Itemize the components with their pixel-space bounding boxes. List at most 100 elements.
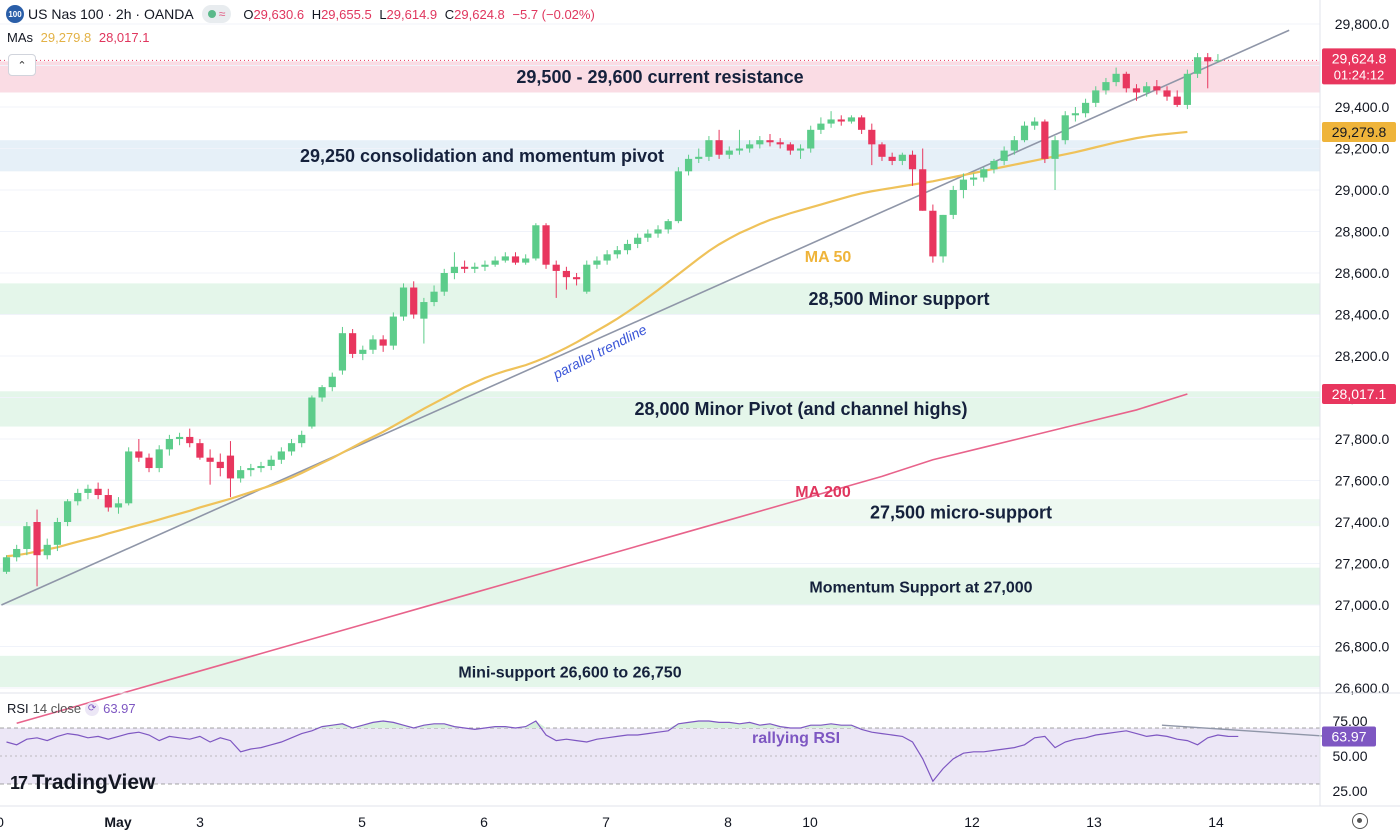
countdown-label: 01:24:12	[1334, 67, 1385, 82]
ma-legend[interactable]: MAs 29,279.8 28,017.1	[7, 30, 149, 45]
candle-body	[369, 339, 377, 350]
price-badge	[1322, 48, 1396, 85]
candle-body	[725, 150, 733, 155]
time-tick-label: 3	[196, 814, 204, 830]
time-tick-label: 12	[964, 814, 980, 830]
price-tick-label: 28,200.0	[1335, 348, 1390, 364]
candle	[552, 260, 560, 298]
candle-body	[1173, 96, 1181, 105]
price-tick-label: 27,400.0	[1335, 514, 1390, 530]
candle	[226, 441, 235, 498]
candle-body	[84, 488, 92, 493]
candle-body	[165, 439, 173, 450]
candle	[491, 256, 499, 267]
candle-body	[1143, 86, 1151, 93]
candle	[919, 148, 927, 211]
candle	[868, 123, 876, 166]
rsi-value-badge	[1322, 726, 1376, 747]
candle	[359, 345, 367, 361]
open-value: 29,630.6	[253, 6, 305, 22]
time-tick-label: May	[104, 814, 131, 830]
candle-body	[145, 457, 153, 469]
symbol-title[interactable]: US Nas 100 · 2h · OANDA	[28, 6, 194, 22]
candle-body	[807, 129, 815, 149]
market-status-pill[interactable]: ≈	[201, 5, 232, 23]
candle-body	[970, 177, 978, 180]
candle	[1163, 86, 1171, 101]
candle	[369, 335, 377, 354]
candle-body	[338, 333, 347, 371]
candle-body	[837, 119, 845, 122]
candle-body	[23, 526, 31, 549]
candle-body	[287, 443, 296, 452]
candle	[1041, 119, 1049, 164]
candle	[338, 326, 347, 375]
candle	[1214, 54, 1222, 63]
candle-body	[2, 557, 11, 572]
price-tick-label: 27,000.0	[1335, 597, 1390, 613]
zone-label: 28,500 Minor support	[808, 289, 989, 309]
zone-label: Mini-support 26,600 to 26,750	[458, 664, 681, 681]
candle-body	[522, 258, 530, 263]
candle-body	[654, 229, 662, 234]
candle-body	[613, 250, 621, 255]
candle-body	[53, 522, 61, 545]
ma50-annotation: MA 50	[805, 249, 852, 266]
candle-body	[1183, 73, 1191, 105]
candle-body	[786, 144, 794, 151]
candle	[756, 136, 764, 149]
rsi-legend[interactable]: RSI 14 close ⟳ 63.97	[7, 701, 136, 716]
candle	[1193, 53, 1202, 78]
rsi-title: RSI	[7, 701, 29, 716]
candle-body	[929, 210, 937, 257]
tradingview-logo: 17 TradingView	[10, 771, 156, 794]
candle	[1071, 107, 1079, 122]
candle-body	[532, 225, 540, 259]
candle-body	[858, 117, 866, 130]
candle-body	[1102, 82, 1110, 91]
candle-body	[206, 457, 214, 462]
candle	[430, 285, 438, 307]
candle-body	[186, 436, 194, 444]
candle-body	[491, 260, 499, 265]
candle	[766, 133, 774, 147]
symbol-logo-icon[interactable]: 100	[6, 5, 24, 23]
candle	[237, 465, 245, 483]
time-tick-label: 5	[358, 814, 366, 830]
candle	[1102, 77, 1110, 95]
candle-body	[796, 148, 805, 151]
candle-body	[593, 260, 601, 265]
candle	[623, 239, 632, 255]
candle-body	[257, 465, 265, 469]
candle-body	[756, 140, 764, 145]
candle	[196, 439, 204, 460]
time-tick-label: 8	[724, 814, 732, 830]
price-badge	[1322, 121, 1396, 142]
candle	[654, 225, 662, 238]
candle	[63, 499, 72, 527]
candle	[501, 252, 509, 263]
candle	[634, 233, 642, 249]
candle-body	[1031, 121, 1039, 126]
trendline	[1, 29, 1290, 606]
candle-body	[135, 451, 143, 458]
candle-body	[318, 387, 326, 398]
collapse-legend-button[interactable]: ⌃	[8, 54, 36, 76]
candle	[287, 439, 296, 456]
rsi-line	[6, 720, 1239, 783]
candle-body	[1041, 121, 1049, 159]
candle-body	[898, 154, 906, 161]
candle	[1061, 111, 1069, 145]
market-open-icon	[207, 10, 216, 18]
settings-icon[interactable]	[1352, 813, 1368, 829]
candle-body	[1132, 88, 1141, 93]
time-tick-label: 14	[1208, 814, 1224, 830]
candle-body	[1122, 73, 1130, 89]
candle-body	[328, 376, 336, 388]
candle	[135, 439, 143, 462]
candle	[511, 252, 520, 265]
price-tick-label: 29,200.0	[1335, 141, 1390, 157]
zone-band	[0, 567, 1320, 605]
candle	[888, 152, 896, 166]
